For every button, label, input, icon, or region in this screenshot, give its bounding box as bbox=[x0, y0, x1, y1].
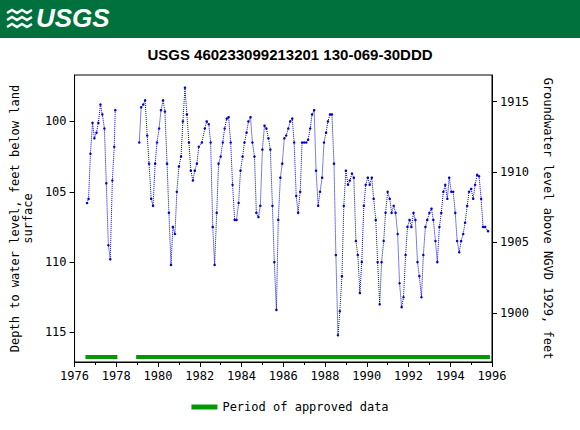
svg-text:1978: 1978 bbox=[102, 369, 131, 383]
svg-text:100: 100 bbox=[45, 114, 67, 128]
svg-text:1905: 1905 bbox=[500, 235, 529, 249]
svg-text:1982: 1982 bbox=[185, 369, 214, 383]
svg-text:1990: 1990 bbox=[352, 369, 381, 383]
svg-text:Depth to water level, feet bel: Depth to water level, feet below land bbox=[8, 85, 22, 352]
svg-text:1976: 1976 bbox=[60, 369, 89, 383]
svg-text:1984: 1984 bbox=[227, 369, 256, 383]
svg-text:1996: 1996 bbox=[478, 369, 507, 383]
svg-text:1900: 1900 bbox=[500, 306, 529, 320]
svg-text:1910: 1910 bbox=[500, 165, 529, 179]
svg-text:1994: 1994 bbox=[436, 369, 465, 383]
svg-text:1980: 1980 bbox=[144, 369, 173, 383]
svg-text:115: 115 bbox=[45, 325, 67, 339]
svg-text:USGS: USGS bbox=[36, 3, 110, 33]
svg-text:USGS 460233099213201 130-069-3: USGS 460233099213201 130-069-30DDD bbox=[147, 46, 432, 63]
svg-text:1986: 1986 bbox=[269, 369, 298, 383]
svg-text:1992: 1992 bbox=[394, 369, 423, 383]
svg-text:Period of approved data: Period of approved data bbox=[222, 400, 388, 414]
svg-text:105: 105 bbox=[45, 185, 67, 199]
svg-text:surface: surface bbox=[21, 193, 35, 244]
svg-text:Groundwater level above NGVD 1: Groundwater level above NGVD 1929, feet bbox=[541, 78, 555, 360]
svg-text:110: 110 bbox=[45, 255, 67, 269]
svg-text:1915: 1915 bbox=[500, 95, 529, 109]
svg-text:1988: 1988 bbox=[311, 369, 340, 383]
